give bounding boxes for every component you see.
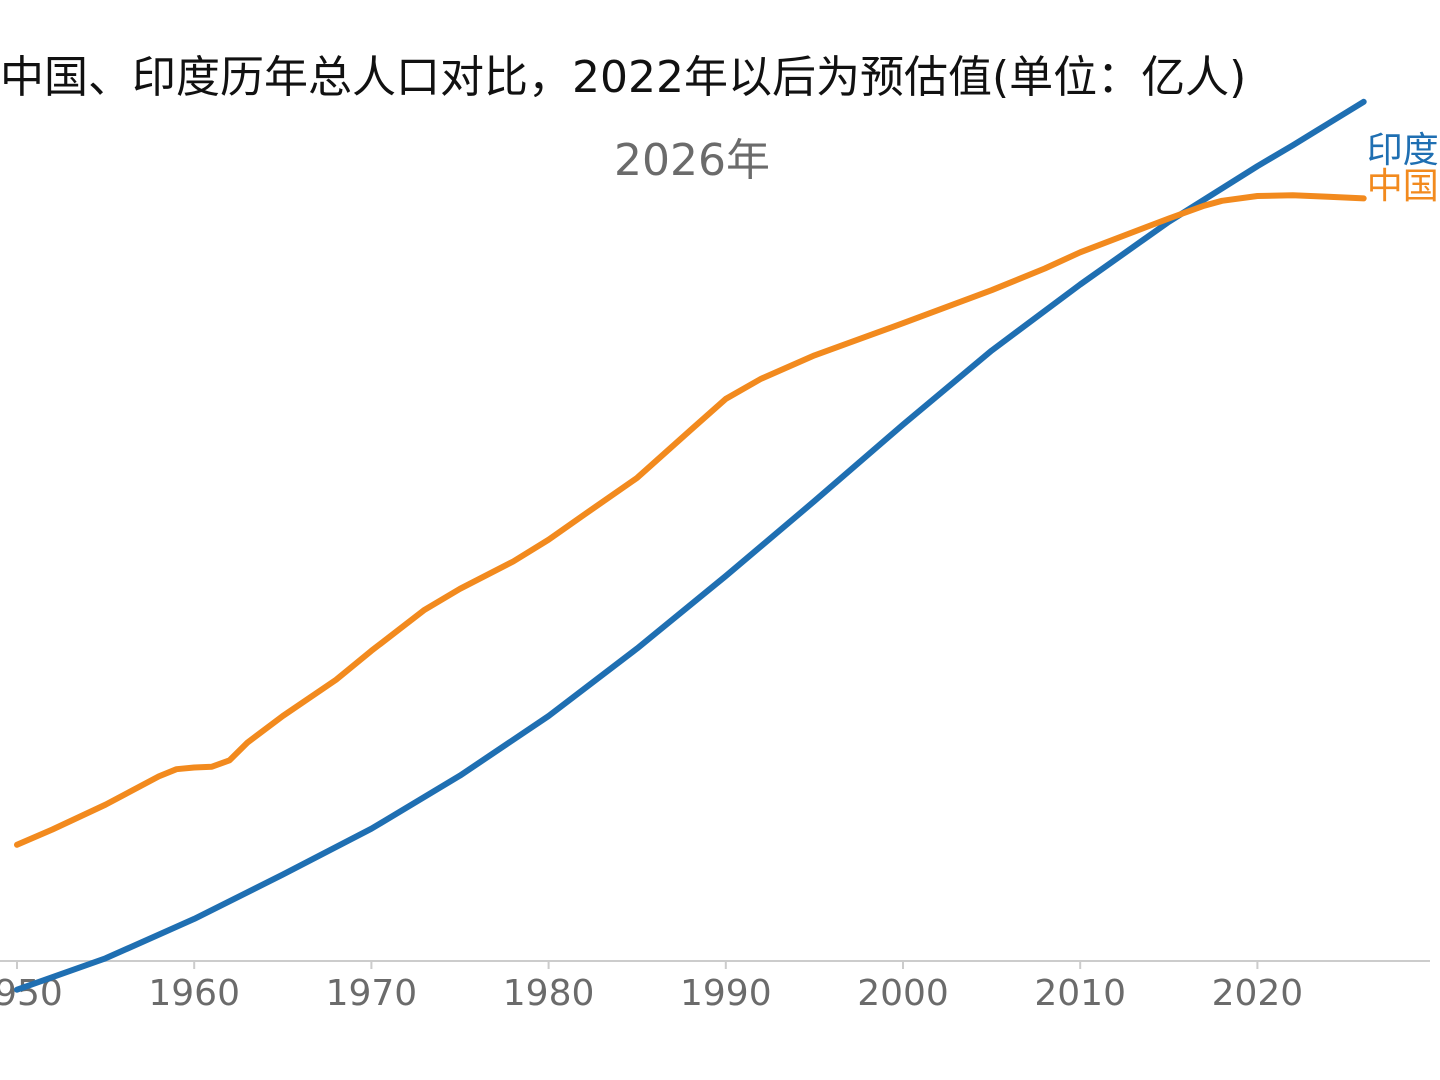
- x-tick-label: 1970: [326, 973, 418, 1014]
- x-tick-label: 1990: [680, 973, 772, 1014]
- series-end-label-china: 中国: [1367, 166, 1439, 207]
- series-lines: [14, 98, 1367, 993]
- x-tick-label: 1960: [148, 973, 240, 1014]
- series-line-china: [14, 192, 1367, 848]
- series-line-india: [14, 98, 1367, 993]
- current-year-label: 2026年: [614, 135, 770, 186]
- x-axis-ticks: 19501960197019801990200020102020: [0, 961, 1303, 1014]
- series-end-label-india: 印度: [1367, 130, 1439, 171]
- x-tick-label: 2010: [1034, 973, 1126, 1014]
- x-tick-label: 2000: [857, 973, 949, 1014]
- x-tick-label: 1980: [503, 973, 595, 1014]
- x-tick-label: 2020: [1212, 973, 1304, 1014]
- chart-title: 中国、印度历年总人口对比，2022年以后为预估值(单位：亿人): [0, 52, 1246, 103]
